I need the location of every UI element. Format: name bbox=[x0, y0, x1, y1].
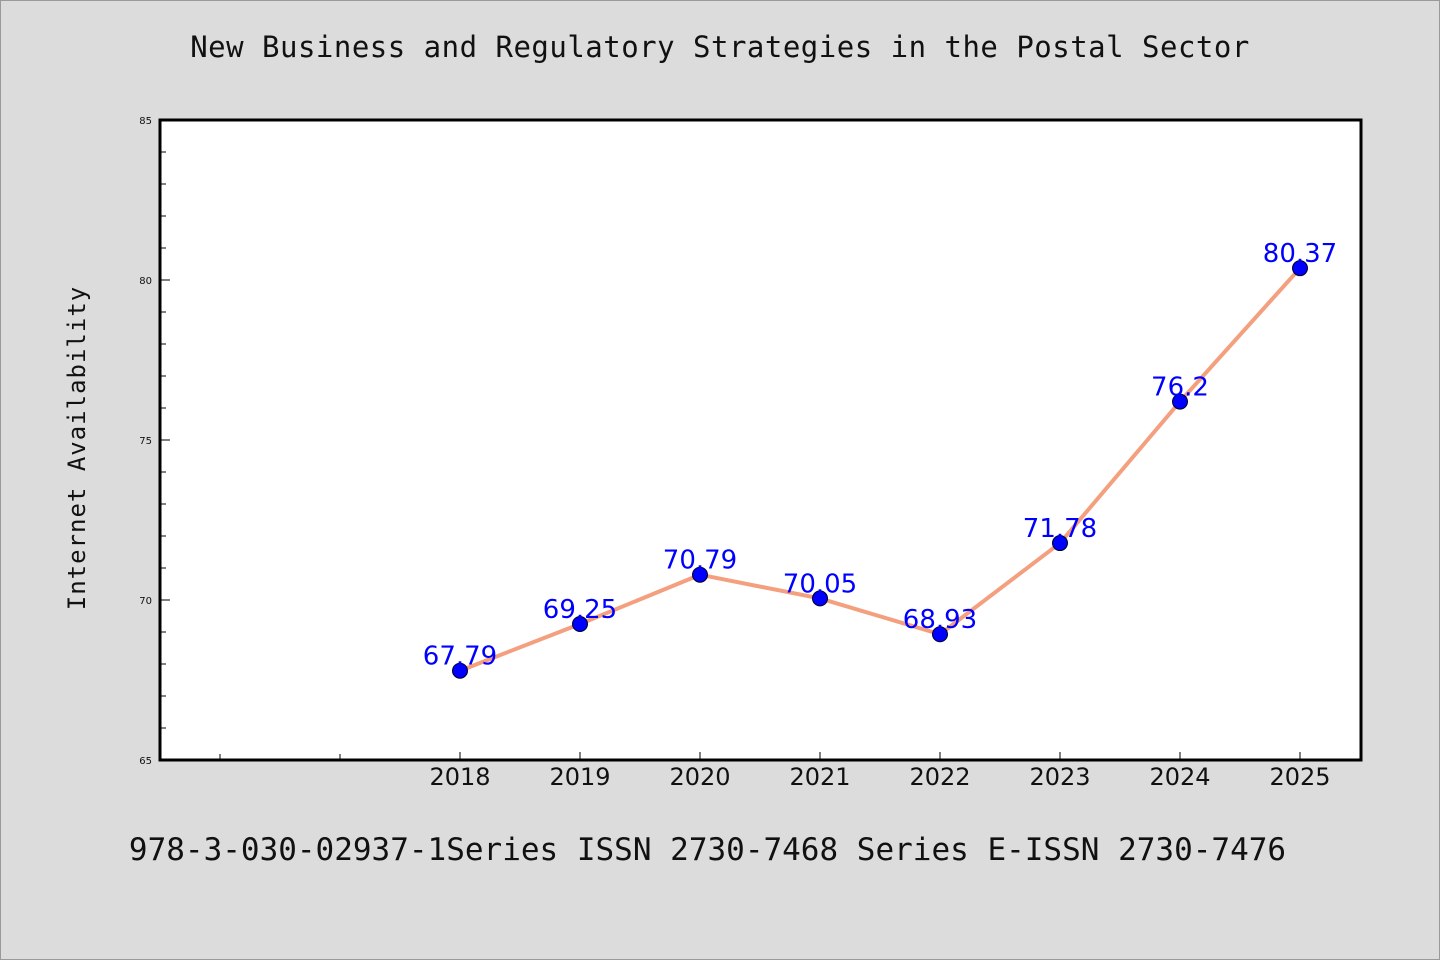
y-tick-label: 75 bbox=[139, 436, 152, 447]
data-point bbox=[452, 662, 468, 679]
data-point bbox=[572, 616, 588, 632]
x-axis: 2018 2019 2020 2021 2022 2023 2024 2025 bbox=[219, 752, 1331, 791]
x-tick-label: 2022 bbox=[909, 763, 970, 791]
x-tick-label: 2024 bbox=[1149, 763, 1210, 791]
x-tick-label: 2018 bbox=[429, 763, 490, 791]
data-label: 70.05 bbox=[783, 569, 857, 599]
data-point bbox=[1052, 535, 1068, 552]
data-label: 70.79 bbox=[663, 546, 737, 576]
y-tick-label: 65 bbox=[139, 756, 152, 767]
data-label: 68.93 bbox=[903, 605, 977, 635]
y-axis-label: Internet Availability bbox=[63, 286, 91, 610]
x-tick-label: 2019 bbox=[549, 763, 610, 791]
plot-area bbox=[158, 118, 1363, 762]
data-label: 71.78 bbox=[1023, 514, 1097, 544]
x-tick-label: 2025 bbox=[1269, 763, 1330, 791]
data-point bbox=[1292, 260, 1308, 277]
x-tick-label: 2020 bbox=[669, 763, 730, 791]
series-group bbox=[452, 260, 1308, 679]
data-point bbox=[1172, 393, 1188, 410]
footer-isbn: 978-3-030-02937-1Series ISSN 2730-7468 S… bbox=[128, 832, 1287, 868]
series-line bbox=[459, 266, 1302, 673]
y-tick-label: 85 bbox=[139, 116, 152, 127]
x-tick-label: 2021 bbox=[789, 763, 850, 791]
x-tick-label: 2023 bbox=[1029, 763, 1090, 791]
y-tick-label: 80 bbox=[139, 276, 152, 287]
data-labels: 67.79 69.25 70.79 70.05 68.93 71.78 76.2 80.37 bbox=[423, 239, 1337, 672]
data-point bbox=[692, 566, 708, 583]
data-label: 76.2 bbox=[1151, 373, 1209, 403]
data-point bbox=[812, 590, 828, 607]
y-axis: 65 70 75 80 85 bbox=[139, 116, 170, 767]
y-tick-label: 70 bbox=[139, 596, 152, 607]
data-label: 80.37 bbox=[1263, 239, 1337, 269]
chart-title: New Business and Regulatory Strategies i… bbox=[190, 30, 1250, 64]
data-label: 67.79 bbox=[423, 642, 497, 672]
data-point bbox=[932, 626, 948, 643]
data-label: 69.25 bbox=[543, 595, 617, 625]
